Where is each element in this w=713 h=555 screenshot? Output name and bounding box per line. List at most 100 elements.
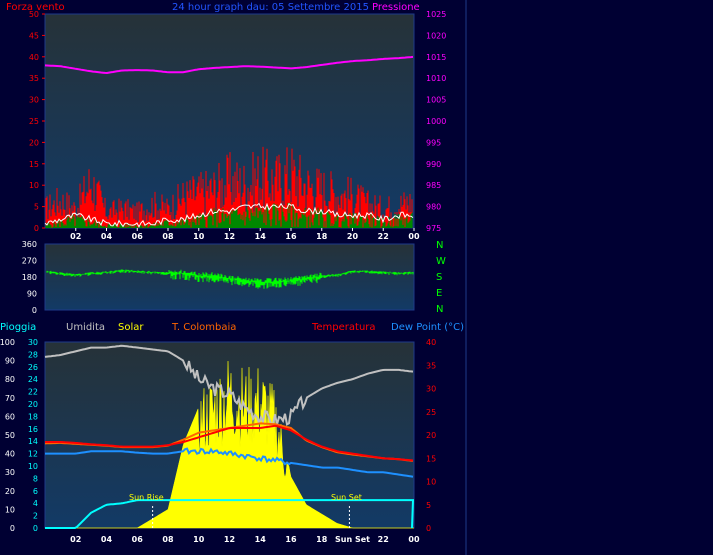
humidity-line (44, 344, 414, 426)
p1-ytick-left-50: 50 (29, 10, 39, 19)
p3-ytick-hum-28: 28 (28, 350, 38, 359)
p3-ytick-rain-70: 70 (5, 394, 15, 403)
p1-xtick-20: 20 (347, 232, 359, 241)
p3-xtick-4: 08 (162, 535, 174, 544)
solar-area (45, 361, 414, 529)
p1-ytick-right-1000: 1000 (426, 117, 446, 126)
p3-ytick-hum-14: 14 (28, 437, 38, 446)
p2-ytick-90: 90 (27, 290, 37, 299)
p3-ytick-temp-10: 10 (426, 478, 436, 487)
p1-ytick-right-975: 975 (426, 224, 441, 233)
dew-point-line (45, 447, 414, 478)
p1-ytick-right-980: 980 (426, 203, 441, 212)
p1-ytick-left-0: 0 (34, 224, 39, 233)
p2-ytick-360: 360 (22, 240, 37, 249)
p1-ytick-left-10: 10 (29, 181, 39, 190)
p3-xtick-5: 10 (193, 535, 205, 544)
p3-xtick-3: 06 (132, 535, 144, 544)
p1-xtick-00: 00 (408, 232, 420, 241)
wind-avg-line (44, 202, 414, 228)
dir-label-w: W (436, 256, 446, 267)
p3-xtick-10: Sun Set (335, 535, 370, 544)
dir-label-e: E (436, 288, 442, 299)
wind-green-bars (45, 202, 413, 228)
p1-xtick-16: 16 (285, 232, 297, 241)
p1-xtick-06: 06 (132, 232, 144, 241)
sunrise-label: Sun Rise (129, 493, 164, 502)
legend-dew-point: Dew Point (°C) (391, 322, 464, 333)
wind-direction-trace (46, 269, 414, 289)
p1-ytick-left-5: 5 (34, 203, 39, 212)
p3-ytick-hum-16: 16 (28, 425, 38, 434)
p3-ytick-hum-18: 18 (28, 412, 38, 421)
p3-xtick-9: 18 (316, 535, 328, 544)
p1-ytick-left-25: 25 (29, 117, 39, 126)
p1-xtick-04: 04 (101, 232, 113, 241)
p3-ytick-temp-35: 35 (426, 361, 436, 370)
p3-ytick-temp-0: 0 (426, 524, 431, 533)
chart-left-label: Forza vento (6, 2, 65, 13)
legend-humidity: Umidita (66, 322, 105, 333)
p3-ytick-rain-30: 30 (5, 468, 15, 477)
p1-xtick-12: 12 (224, 232, 235, 241)
chart-right-label: Pressione (372, 2, 420, 13)
sunset-label: Sun Set (331, 493, 362, 502)
p3-ytick-hum-4: 4 (33, 499, 38, 508)
p3-xtick-12: 00 (408, 535, 420, 544)
rain-line (45, 499, 415, 529)
p3-xtick-11: 22 (378, 535, 389, 544)
p1-ytick-right-990: 990 (426, 160, 441, 169)
p3-ytick-rain-40: 40 (5, 450, 15, 459)
p1-ytick-right-985: 985 (426, 181, 441, 190)
dir-label-s: S (436, 272, 442, 283)
p3-ytick-temp-20: 20 (426, 431, 436, 440)
p3-ytick-hum-26: 26 (28, 363, 38, 372)
p3-ytick-hum-6: 6 (33, 487, 38, 496)
p3-ytick-hum-30: 30 (28, 338, 38, 347)
p1-ytick-right-1025: 1025 (426, 10, 446, 19)
p3-ytick-hum-12: 12 (28, 450, 38, 459)
legend-colombaia: T. Colombaia (171, 322, 236, 333)
p3-ytick-rain-20: 20 (5, 487, 15, 496)
p1-xtick-10: 10 (193, 232, 205, 241)
dir-label-n2: N (436, 304, 443, 315)
p1-ytick-right-1010: 1010 (426, 74, 446, 83)
p3-ytick-rain-50: 50 (5, 431, 15, 440)
p1-ytick-left-30: 30 (29, 96, 39, 105)
temperature-line (45, 424, 414, 462)
p3-ytick-rain-10: 10 (5, 505, 15, 514)
p1-ytick-right-995: 995 (426, 138, 441, 147)
p3-ytick-hum-10: 10 (28, 462, 38, 471)
p3-xtick-7: 14 (255, 535, 267, 544)
p3-ytick-hum-20: 20 (28, 400, 38, 409)
p3-ytick-hum-8: 8 (33, 474, 38, 483)
p2-ytick-0: 0 (32, 306, 37, 315)
p1-ytick-right-1015: 1015 (426, 53, 446, 62)
legend-solar: Solar (118, 322, 144, 333)
p3-ytick-hum-24: 24 (28, 375, 38, 384)
p1-xtick-18: 18 (316, 232, 328, 241)
legend-temperature: Temperatura (311, 322, 376, 333)
p1-xtick-02: 02 (70, 232, 81, 241)
p3-ytick-rain-80: 80 (5, 375, 15, 384)
p3-ytick-rain-60: 60 (5, 412, 15, 421)
p1-ytick-left-45: 45 (29, 31, 39, 40)
p3-ytick-temp-15: 15 (426, 454, 436, 463)
p1-ytick-left-15: 15 (29, 160, 39, 169)
p3-ytick-rain-90: 90 (5, 357, 15, 366)
dir-label-n1: N (436, 240, 443, 251)
p3-xtick-2: 04 (101, 535, 113, 544)
p1-ytick-left-35: 35 (29, 74, 39, 83)
p3-ytick-temp-25: 25 (426, 408, 436, 417)
p3-ytick-temp-5: 5 (426, 501, 431, 510)
p1-ytick-right-1020: 1020 (426, 31, 446, 40)
p2-ytick-180: 180 (22, 273, 37, 282)
p3-xtick-1: 02 (70, 535, 81, 544)
p1-xtick-14: 14 (255, 232, 267, 241)
p3-ytick-rain-100: 100 (0, 338, 15, 347)
p1-xtick-22: 22 (378, 232, 389, 241)
p3-ytick-hum-22: 22 (28, 388, 38, 397)
p3-ytick-temp-30: 30 (426, 385, 436, 394)
legend-rain: Pioggia (0, 322, 36, 333)
